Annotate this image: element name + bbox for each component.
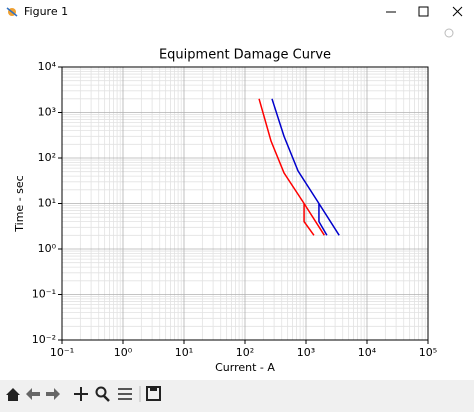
x-axis-label: Current - A — [215, 361, 275, 374]
y-tick-label: 10⁰ — [38, 242, 57, 255]
app-icon — [6, 7, 18, 17]
figure-canvas — [0, 24, 474, 380]
axes-frame — [61, 66, 429, 341]
series-line — [271, 98, 340, 236]
zoom-button[interactable] — [95, 386, 110, 402]
window-title: Figure 1 — [24, 5, 68, 18]
series-line — [258, 98, 325, 236]
y-tick-label: 10⁴ — [38, 60, 57, 73]
y-tick-label: 10⁻² — [32, 333, 56, 346]
save-button[interactable] — [146, 386, 161, 401]
y-tick-label: 10² — [38, 151, 56, 164]
x-tick-label: 10² — [236, 346, 254, 359]
indicator — [444, 28, 454, 38]
pan-button[interactable] — [74, 387, 88, 401]
y-tick-label: 10¹ — [38, 197, 56, 210]
maximize-button[interactable] — [418, 6, 429, 17]
x-tick-label: 10³ — [297, 346, 315, 359]
plot: 10⁻¹ 10⁰ 10¹ 10² 10³ 10⁴ 10⁵10⁻²10⁻¹10⁰10¹10²1… — [13, 48, 437, 375]
chart-title: Equipment Damage Curve — [159, 48, 331, 63]
title-bar — [0, 0, 474, 24]
y-tick-label: 10⁻¹ — [32, 288, 56, 301]
forward-button[interactable] — [46, 388, 60, 400]
x-tick-label: 10¹ — [175, 346, 193, 359]
x-tick-label: 10⁴ — [358, 346, 377, 359]
y-axis-label: Time - sec — [13, 175, 26, 232]
x-tick-label: 10⁰ — [114, 346, 133, 359]
x-tick-label: 10⁻¹ — [50, 346, 74, 359]
back-button[interactable] — [26, 388, 40, 400]
x-tick-label: 10⁵ — [419, 346, 437, 359]
home-button[interactable] — [6, 388, 20, 401]
y-tick-label: 10³ — [38, 106, 56, 119]
close-button[interactable] — [452, 6, 463, 17]
toolbar — [0, 380, 474, 408]
configure-button[interactable] — [118, 388, 132, 400]
